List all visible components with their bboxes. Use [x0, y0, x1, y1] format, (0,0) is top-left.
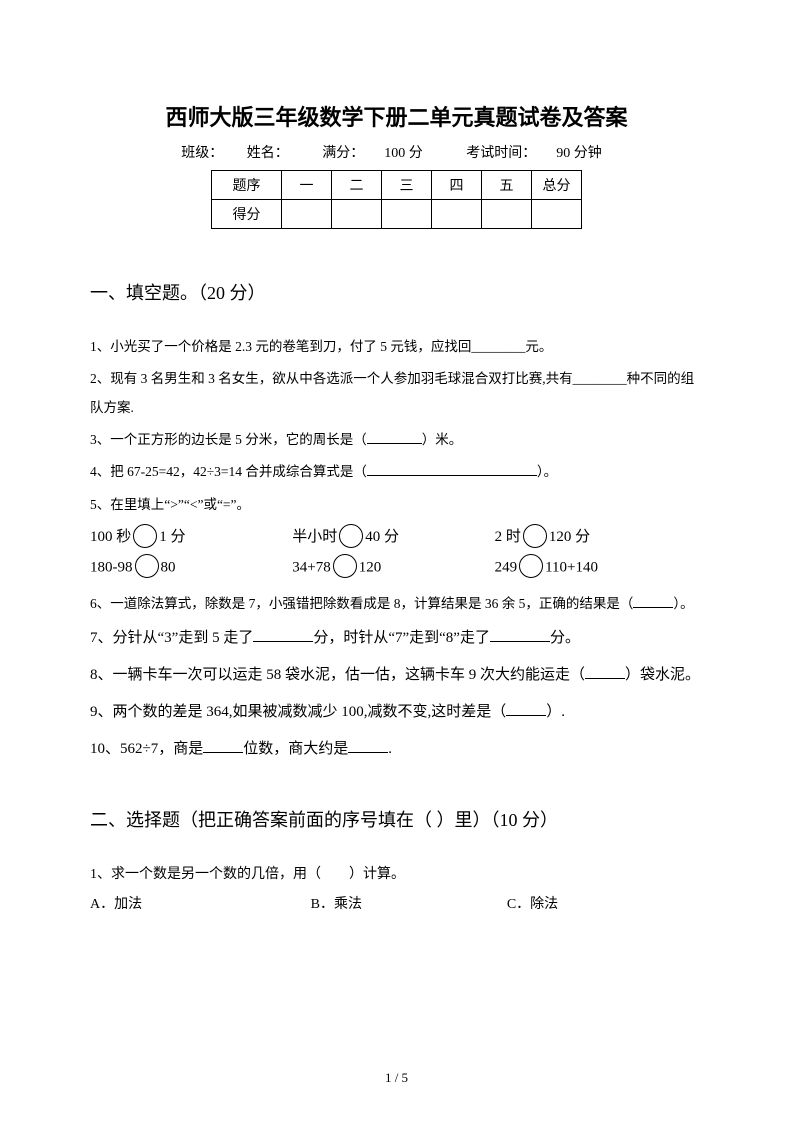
- q10: 10、562÷7，商是位数，商大约是.: [90, 733, 703, 766]
- q4: 4、把 67-25=42，42÷3=14 合并成综合算式是（）。: [90, 458, 703, 486]
- blank: [253, 627, 313, 642]
- fullscore: 满分：100 分: [312, 146, 433, 161]
- th-col: 四: [432, 171, 482, 200]
- q1: 1、小光买了一个价格是 2.3 元的卷笔到刀，付了 5 元钱，应找回______…: [90, 333, 703, 361]
- exam-info: 班级： 姓名： 满分：100 分 考试时间：90 分钟: [90, 142, 703, 162]
- circle-blank: [523, 524, 547, 548]
- th-col: 五: [482, 171, 532, 200]
- page: 西师大版三年级数学下册二单元真题试卷及答案 班级： 姓名： 满分：100 分 考…: [0, 0, 793, 1122]
- q8: 8、一辆卡车一次可以运走 58 袋水泥，估一估，这辆卡车 9 次大约能运走（）袋…: [90, 659, 703, 692]
- q7: 7、分针从“3”走到 5 走了分，时针从“7”走到“8”走了分。: [90, 622, 703, 655]
- circle-blank: [333, 554, 357, 578]
- blank: [585, 664, 625, 679]
- page-footer: 1 / 5: [0, 1070, 793, 1086]
- blank: [367, 463, 537, 477]
- q6: 6、一道除法算式，除数是 7，小强错把除数看成是 8，计算结果是 36 余 5，…: [90, 590, 703, 618]
- blank: [633, 594, 673, 608]
- blank: [490, 627, 550, 642]
- table-row: 题序 一 二 三 四 五 总分: [212, 171, 582, 200]
- th-order: 题序: [212, 171, 282, 200]
- circle-blank: [339, 524, 363, 548]
- blank: [367, 431, 422, 445]
- cell: [532, 200, 582, 229]
- blank: [506, 701, 546, 716]
- section-1-heading: 一、填空题。（20 分）: [90, 279, 703, 305]
- compare-row-1: 100 秒1 分 半小时40 分 2 时120 分: [90, 525, 703, 550]
- th-col: 二: [332, 171, 382, 200]
- cell: [382, 200, 432, 229]
- cell: [482, 200, 532, 229]
- option-c: C．除法: [507, 893, 703, 913]
- circle-blank: [135, 554, 159, 578]
- page-title: 西师大版三年级数学下册二单元真题试卷及答案: [90, 100, 703, 132]
- name-label: 姓名：: [247, 146, 289, 161]
- score-table: 题序 一 二 三 四 五 总分 得分: [211, 170, 582, 229]
- th-col: 总分: [532, 171, 582, 200]
- option-a: A．加法: [90, 893, 311, 913]
- cell: [432, 200, 482, 229]
- q9: 9、两个数的差是 364,如果被减数减少 100,减数不变,这时差是（）.: [90, 696, 703, 729]
- th-col: 一: [282, 171, 332, 200]
- time: 考试时间：90 分钟: [456, 146, 612, 161]
- blank: [348, 738, 388, 753]
- compare-row-2: 180-9880 34+78120 249110+140: [90, 556, 703, 580]
- blank: [203, 738, 243, 753]
- circle-blank: [133, 524, 157, 548]
- cell: [332, 200, 382, 229]
- class-label: 班级：: [181, 146, 223, 161]
- option-b: B．乘法: [311, 893, 507, 913]
- th-col: 三: [382, 171, 432, 200]
- circle-blank: [519, 554, 543, 578]
- th-score: 得分: [212, 200, 282, 229]
- cell: [282, 200, 332, 229]
- q2: 2、现有 3 名男生和 3 名女生，欲从中各选派一个人参加羽毛球混合双打比赛,共…: [90, 365, 703, 422]
- table-row: 得分: [212, 200, 582, 229]
- q5: 5、在里填上“>”“<”或“=”。: [90, 491, 703, 519]
- q3: 3、一个正方形的边长是 5 分米，它的周长是（）米。: [90, 426, 703, 454]
- s2-q1: 1、求一个数是另一个数的几倍，用（ ）计算。: [90, 860, 703, 889]
- s2-q1-options: A．加法 B．乘法 C．除法: [90, 893, 703, 913]
- section-2-heading: 二、选择题（把正确答案前面的序号填在（ ）里）（10 分）: [90, 806, 703, 832]
